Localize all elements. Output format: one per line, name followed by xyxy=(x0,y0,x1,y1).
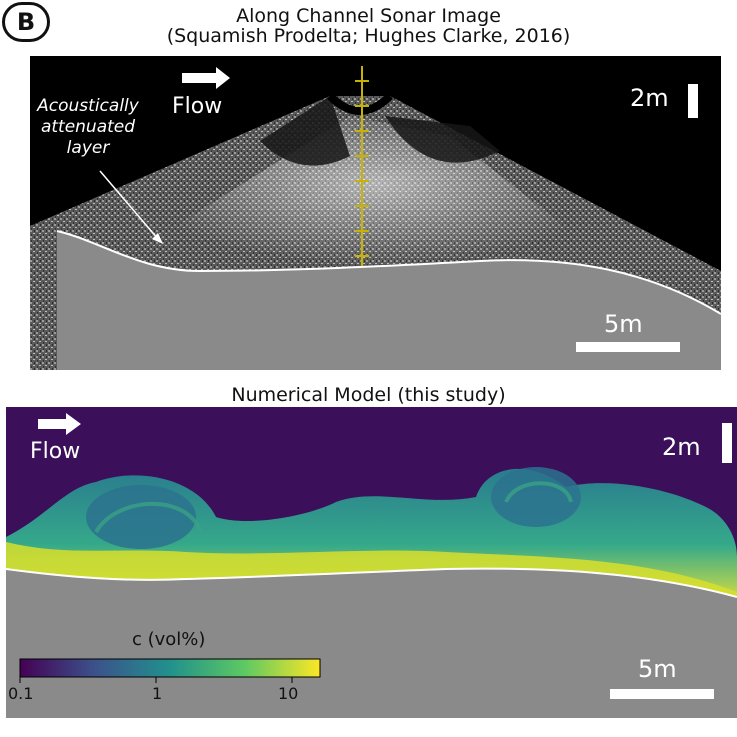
annotation-line-2: attenuated xyxy=(40,117,136,137)
annotation-line-1: Acoustically xyxy=(37,96,139,116)
model-flow-label: Flow xyxy=(30,439,81,464)
sonar-dark-zone-right xyxy=(385,116,500,163)
colorbar-ticks xyxy=(19,677,293,683)
sonar-flow-arrow-icon xyxy=(182,67,230,89)
sonar-seabed-outline xyxy=(56,230,721,315)
sonar-title-line1: Along Channel Sonar Image xyxy=(236,5,501,27)
panel-label-badge: B xyxy=(2,2,50,42)
colorbar xyxy=(19,658,321,678)
sonar-seabed xyxy=(57,231,721,370)
sonar-vertical-scale-label: 2m xyxy=(630,84,669,112)
model-vertical-scale-bar xyxy=(722,423,732,463)
model-horizontal-scale-bar xyxy=(610,689,714,699)
sonar-horizontal-scale-label: 5m xyxy=(604,310,643,338)
model-vortex-left xyxy=(86,485,196,549)
sonar-source-arc xyxy=(327,93,393,115)
annotation-text: Acoustically attenuated layer xyxy=(32,96,144,159)
colorbar-tick-1: 1 xyxy=(152,684,163,703)
model-vertical-scale-label: 2m xyxy=(662,433,701,461)
colorbar-tick-2: 10 xyxy=(278,684,299,703)
sonar-centre-ticks xyxy=(355,80,369,257)
sonar-flow-label: Flow xyxy=(172,94,223,119)
sonar-title-line2: (Squamish Prodelta; Hughes Clarke, 2016) xyxy=(166,25,571,47)
sonar-bright-plume xyxy=(160,116,590,266)
model-horizontal-scale-label: 5m xyxy=(638,655,677,683)
sonar-dark-zone-left xyxy=(260,96,350,166)
model-seabed-outline xyxy=(6,567,737,598)
sonar-image xyxy=(30,66,721,370)
model-panel: Flow 2m 5m c (vol%) 0.1 1 10 xyxy=(6,407,737,718)
model-vortex-right-curl xyxy=(504,481,573,503)
sonar-vertical-scale-bar xyxy=(688,84,698,118)
annotation-line-3: layer xyxy=(66,138,110,158)
model-image xyxy=(6,407,737,718)
model-title: Numerical Model (this study) xyxy=(231,384,506,406)
annotation-arrowhead-icon xyxy=(152,233,163,244)
model-flow-arrow-icon xyxy=(38,413,81,435)
colorbar-tick-0: 0.1 xyxy=(8,684,34,703)
model-vortex-left-curl xyxy=(94,501,203,534)
model-seabed xyxy=(6,568,737,718)
sonar-horizontal-scale-bar xyxy=(576,342,680,352)
colorbar-label: c (vol%) xyxy=(132,629,206,650)
sonar-image-panel: Flow 2m 5m Acoustically attenuated layer xyxy=(30,56,721,370)
model-vortex-right xyxy=(491,467,581,527)
annotation-arrow xyxy=(99,170,159,240)
